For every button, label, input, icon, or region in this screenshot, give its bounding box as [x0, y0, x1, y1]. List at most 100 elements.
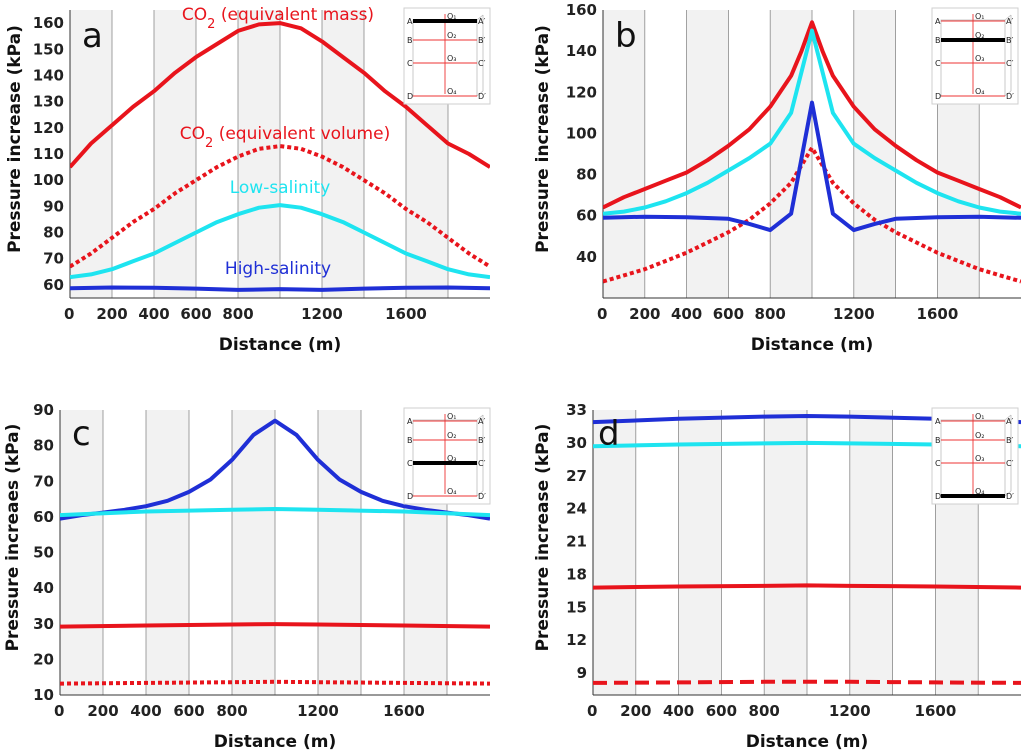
y-tick-label: 10 — [33, 686, 54, 704]
y-tick-label: 30 — [33, 615, 54, 633]
x-tick-label: 1600 — [385, 305, 427, 323]
series-line-co2-equivalent-volume — [603, 145, 1021, 284]
well-layout-inset: A O₁ A′ B O₂ B′ C O₃ C′ D O₄ D′ — [403, 7, 491, 105]
y-tick-label: 40 — [33, 579, 54, 597]
inset-label: O₁ — [447, 412, 457, 421]
x-tick-label: 0 — [54, 702, 64, 720]
inset-label: O₁ — [447, 12, 457, 21]
inset-frame — [403, 7, 491, 105]
y-tick-label: 120 — [33, 119, 64, 137]
panel-label: c — [72, 414, 91, 454]
plot-background — [603, 10, 1021, 298]
y-tick-label: 100 — [566, 124, 597, 142]
series-line-co2-equivalent-mass — [70, 21, 490, 169]
series-group — [603, 20, 1021, 284]
y-tick-label: 60 — [43, 276, 64, 294]
inset-label: A′ — [1006, 17, 1013, 26]
x-tick-label: 200 — [629, 305, 660, 323]
series-group — [60, 418, 490, 686]
series-line-co2-equivalent-mass — [603, 20, 1021, 210]
y-tick-label: 70 — [33, 472, 54, 490]
background-band — [807, 410, 850, 695]
series-annotation: CO2 (equivalent mass) — [182, 5, 374, 32]
x-tick-label: 800 — [749, 702, 780, 720]
series-annotation: Low-salinity — [230, 178, 331, 198]
y-tick-label: 160 — [33, 14, 64, 32]
background-band — [154, 10, 196, 298]
inset-label: A — [935, 17, 941, 26]
background-band — [593, 410, 636, 695]
series-line-co2-equivalent-mass — [60, 622, 490, 629]
inset-label: O₂ — [447, 31, 457, 40]
inset-label: A′ — [1006, 417, 1013, 426]
background-band — [728, 10, 771, 298]
y-tick-label: 60 — [576, 207, 597, 225]
inset-label: B — [407, 36, 413, 45]
background-band — [146, 410, 189, 695]
inset-label: D′ — [1006, 92, 1014, 101]
background-band — [112, 10, 154, 298]
background-band — [603, 10, 645, 298]
background-band — [70, 10, 112, 298]
panel-b: 0 200 400 600 800 1200 1600 40 60 80 100 120 140 160 D… — [533, 1, 1021, 355]
x-tick-label: 800 — [755, 305, 786, 323]
series-line-high-salinity — [603, 100, 1021, 233]
inset-label: B′ — [478, 36, 485, 45]
inset-label: O₄ — [447, 87, 457, 96]
y-tick-label: 80 — [43, 224, 64, 242]
inset-label: B — [935, 436, 941, 445]
series-line-high-salinity — [60, 418, 490, 521]
inset-label: O₄ — [975, 487, 985, 496]
inset-label: B′ — [1006, 36, 1013, 45]
series-line-low-salinity — [603, 28, 1021, 216]
y-tick-label: 110 — [33, 145, 64, 163]
x-tick-label: 400 — [663, 702, 694, 720]
inset-frame — [931, 407, 1019, 505]
y-tick-label: 70 — [43, 250, 64, 268]
background-band — [103, 410, 146, 695]
inset-label: O₂ — [975, 31, 985, 40]
inset-label: C′ — [478, 59, 486, 68]
x-axis-label: Distance (m) — [746, 732, 869, 752]
x-tick-label: 200 — [96, 305, 127, 323]
background-band — [764, 410, 807, 695]
inset-label: B′ — [478, 436, 485, 445]
inset-label: B — [407, 436, 413, 445]
background-band — [849, 410, 893, 695]
y-tick-label: 130 — [33, 93, 64, 111]
y-tick-label: 140 — [33, 66, 64, 84]
inset-label: B — [935, 36, 941, 45]
x-tick-label: 400 — [130, 702, 161, 720]
background-band — [196, 10, 238, 298]
y-tick-label: 33 — [566, 401, 587, 419]
y-tick-label: 140 — [566, 42, 597, 60]
y-tick-label: 150 — [33, 40, 64, 58]
x-tick-label: 1600 — [383, 702, 425, 720]
y-tick-label: 100 — [33, 171, 64, 189]
inset-frame — [403, 407, 491, 505]
inset-label: A — [407, 17, 413, 26]
background-band — [238, 10, 280, 298]
background-band — [364, 10, 406, 298]
x-tick-label: 1200 — [301, 305, 343, 323]
gridlines — [644, 10, 980, 298]
panel-label: d — [598, 414, 620, 454]
y-axis-label: Pressure increase (kPa) — [533, 25, 553, 253]
y-tick-label: 24 — [566, 500, 587, 518]
background-band — [60, 410, 103, 695]
panel-a: 0 200 400 600 800 1200 1600 60 70 80 90 100 110 120 13… — [5, 5, 491, 355]
background-band — [853, 10, 896, 298]
inset-label: O₃ — [447, 454, 457, 463]
series-line-low-salinity — [60, 507, 490, 518]
x-tick-label: 800 — [216, 702, 247, 720]
plot-background — [593, 410, 1021, 695]
y-tick-label: 80 — [576, 166, 597, 184]
series-line-high-salinity — [70, 285, 490, 292]
inset-label: C — [407, 59, 413, 68]
y-axis-label: Pressure increase (kPa) — [5, 25, 25, 253]
y-tick-label: 120 — [566, 83, 597, 101]
inset-label: A′ — [478, 417, 485, 426]
background-band — [232, 410, 275, 695]
inset-label: O₁ — [975, 12, 985, 21]
